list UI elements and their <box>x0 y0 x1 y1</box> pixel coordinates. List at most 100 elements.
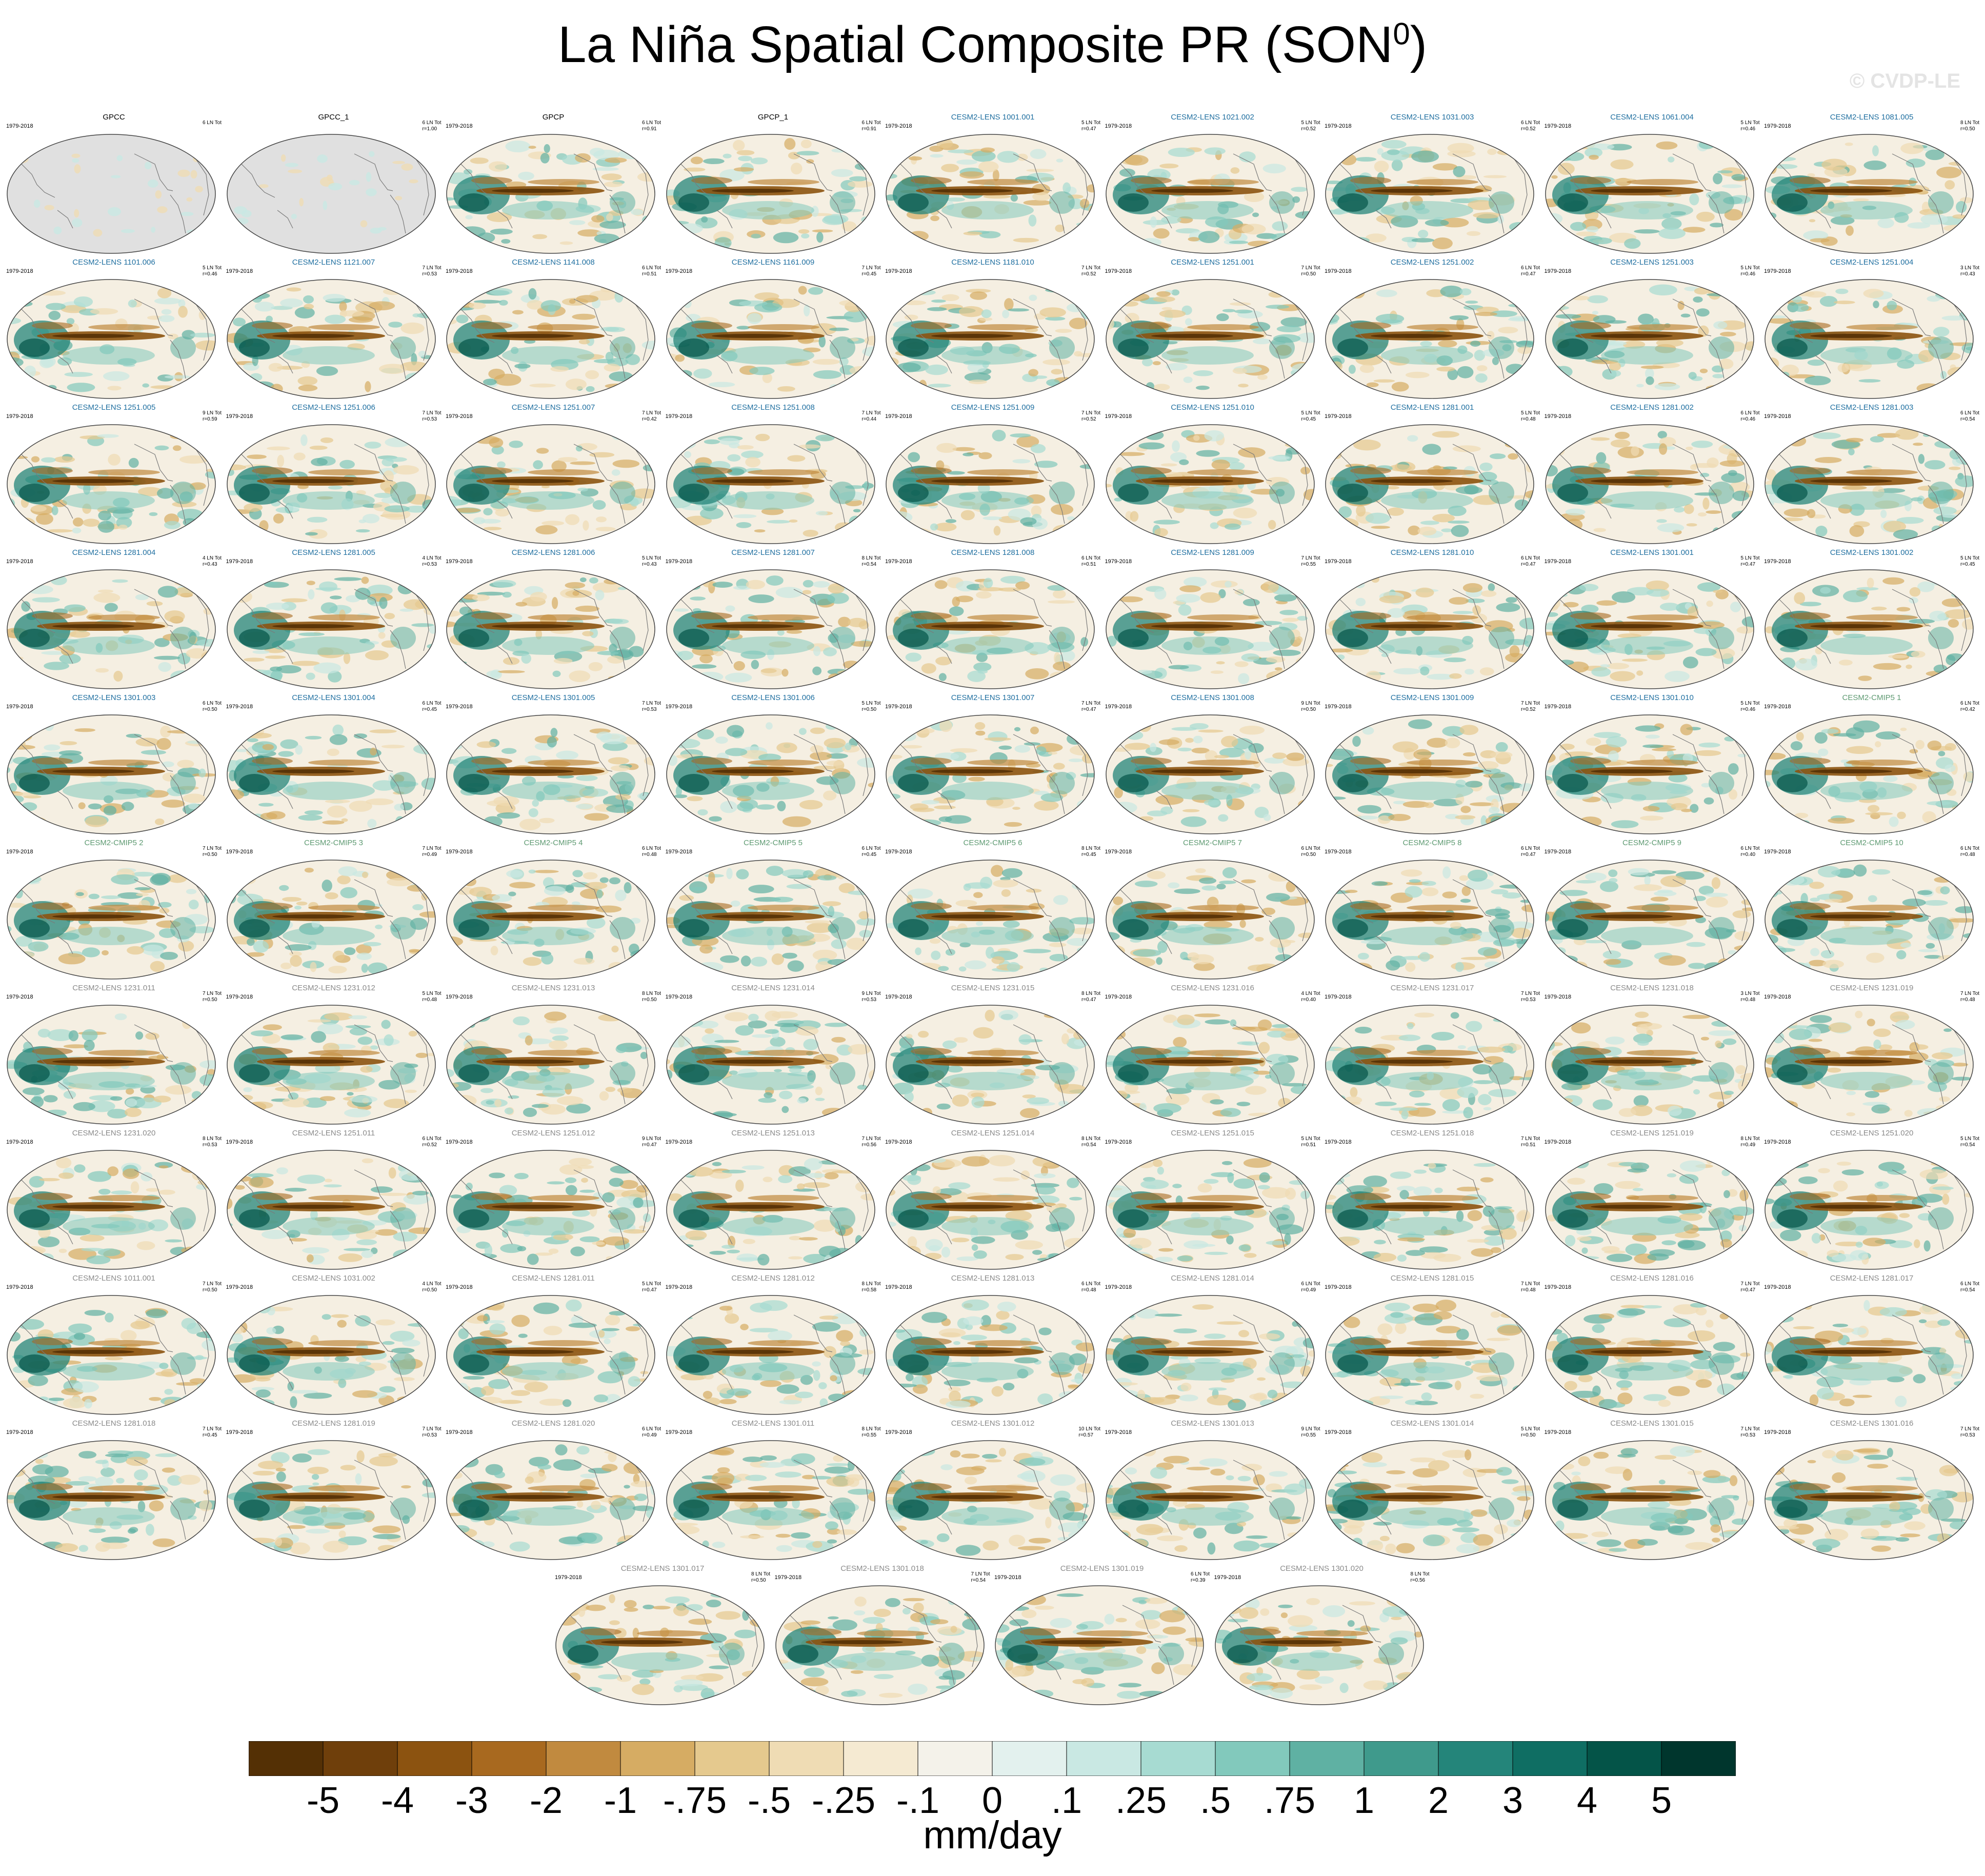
colorbar-swatch <box>992 1741 1067 1776</box>
colorbar-swatch <box>1512 1741 1588 1776</box>
panel-years: 1979-2018 <box>6 1139 33 1145</box>
map-panel: CESM2-LENS 1181.010 1979-2018 7 LN Tot r=0.… <box>885 258 1100 400</box>
panel-title: CESM2-LENS 1021.002 <box>1171 113 1254 122</box>
panel-title: CESM2-LENS 1281.004 <box>72 548 156 557</box>
panel-years: 1979-2018 <box>1544 1139 1572 1145</box>
map-globe <box>226 1150 436 1270</box>
panel-years: 1979-2018 <box>226 1284 253 1290</box>
map-globe <box>7 134 216 254</box>
map-panel: CESM2-LENS 1281.013 1979-2018 6 LN Tot r=0.… <box>885 1274 1100 1416</box>
panel-stats: 7 LN Tot r=0.52 <box>1521 701 1540 713</box>
panel-title: CESM2-LENS 1231.015 <box>951 984 1035 992</box>
map-globe <box>886 279 1095 399</box>
map-panel: CESM2-LENS 1161.009 1979-2018 7 LN Tot r=0.… <box>666 258 881 400</box>
panel-title: CESM2-LENS 1081.005 <box>1830 113 1914 122</box>
panel-correlation: r=0.55 <box>861 1432 877 1438</box>
panel-years: 1979-2018 <box>1325 1139 1352 1145</box>
panel-ln-count: 8 LN Tot <box>861 1426 881 1432</box>
watermark: © CVDP-LE <box>1849 70 1960 92</box>
map-globe <box>226 424 436 544</box>
panel-stats: 7 LN Tot r=0.50 <box>203 846 222 858</box>
panel-title: CESM2-LENS 1281.014 <box>1171 1274 1254 1283</box>
panel-title: CESM2-LENS 1251.001 <box>1171 258 1254 267</box>
panel-ln-count: 6 LN Tot <box>202 701 222 706</box>
map-panel: CESM2-LENS 1301.004 1979-2018 6 LN Tot r=0.… <box>226 693 442 835</box>
map-panel: CESM2-LENS 1251.015 1979-2018 5 LN Tot r=0.… <box>1105 1129 1320 1271</box>
map-panel: CESM2-LENS 1031.002 1979-2018 4 LN Tot r=0.… <box>226 1274 442 1416</box>
panel-correlation: r=0.47 <box>1520 271 1536 277</box>
panel-title: CESM2-LENS 1301.007 <box>951 693 1035 702</box>
map-panel: CESM2-LENS 1281.008 1979-2018 6 LN Tot r=0.… <box>885 548 1100 690</box>
map-panel: CESM2-LENS 1231.016 1979-2018 4 LN Tot r=0.… <box>1105 984 1320 1126</box>
panel-title: CESM2-LENS 1301.009 <box>1390 693 1474 702</box>
panel-years: 1979-2018 <box>1105 704 1132 710</box>
panel-ln-count: 5 LN Tot <box>1960 1136 1979 1142</box>
panel-title: CESM2-CMIP5 9 <box>1622 839 1682 847</box>
panel-years: 1979-2018 <box>446 1139 473 1145</box>
map-panel: CESM2-CMIP5 10 1979-2018 6 LN Tot r=0.48 <box>1764 839 1979 981</box>
panel-title: CESM2-LENS 1251.018 <box>1390 1129 1474 1137</box>
map-panel: CESM2-LENS 1301.015 1979-2018 7 LN Tot r=0.… <box>1545 1419 1760 1561</box>
panel-stats: 8 LN Tot r=0.55 <box>861 1426 880 1439</box>
map-globe <box>666 134 875 254</box>
panel-stats: 8 LN Tot r=0.49 <box>1740 1136 1759 1148</box>
colorbar-tick-label: -5 <box>306 1780 340 1821</box>
panel-correlation: r=0.50 <box>202 997 217 1003</box>
panel-ln-count: 7 LN Tot <box>861 1136 881 1142</box>
panel-ln-count: 5 LN Tot <box>861 701 881 706</box>
panel-stats: 8 LN Tot r=0.50 <box>751 1571 770 1584</box>
map-panel: CESM2-LENS 1281.003 1979-2018 6 LN Tot r=0.… <box>1764 403 1979 545</box>
panel-title: CESM2-LENS 1301.010 <box>1610 693 1694 702</box>
panel-years: 1979-2018 <box>1325 268 1352 274</box>
panel-years: 1979-2018 <box>6 1284 33 1290</box>
panel-ln-count: 5 LN Tot <box>641 1281 661 1287</box>
colorbar-swatch <box>1364 1741 1439 1776</box>
panel-years: 1979-2018 <box>1105 268 1132 274</box>
panel-years: 1979-2018 <box>1105 123 1132 129</box>
panel-ln-count: 7 LN Tot <box>422 265 442 271</box>
panel-title: CESM2-LENS 1011.001 <box>72 1274 155 1283</box>
map-panel: CESM2-LENS 1121.007 1979-2018 7 LN Tot r=0.… <box>226 258 442 400</box>
map-globe <box>886 569 1095 689</box>
panel-title: CESM2-LENS 1281.011 <box>512 1274 595 1283</box>
panel-ln-count: 5 LN Tot <box>1740 120 1760 126</box>
colorbar-tick-label: .25 <box>1115 1780 1167 1821</box>
panel-correlation: r=0.91 <box>641 126 657 132</box>
panel-correlation: r=0.55 <box>1301 1432 1316 1438</box>
panel-years: 1979-2018 <box>446 994 473 1000</box>
panel-stats: 6 LN Tot r=0.54 <box>1960 410 1979 423</box>
panel-years: 1979-2018 <box>885 849 912 855</box>
panel-correlation: r=0.39 <box>1190 1578 1206 1583</box>
panel-years: 1979-2018 <box>665 1284 693 1290</box>
panel-stats: 4 LN Tot r=0.53 <box>422 555 441 568</box>
panel-years: 1979-2018 <box>6 1429 33 1435</box>
map-globe <box>1765 1440 1974 1560</box>
panel-stats: 7 LN Tot r=0.53 <box>1960 1426 1979 1439</box>
panel-correlation: r=0.58 <box>861 1287 877 1293</box>
panel-ln-count: 5 LN Tot <box>1740 555 1760 561</box>
map-panel: CESM2-LENS 1251.020 1979-2018 5 LN Tot r=0.… <box>1764 1129 1979 1271</box>
panel-ln-count: 7 LN Tot <box>1960 1426 1979 1432</box>
panel-stats: 5 LN Tot r=0.46 <box>1740 120 1759 132</box>
panel-title: CESM2-LENS 1281.015 <box>1390 1274 1474 1283</box>
map-panel: CESM2-LENS 1281.017 1979-2018 6 LN Tot r=0.… <box>1764 1274 1979 1416</box>
panel-stats: 5 LN Tot r=0.46 <box>203 265 222 277</box>
panel-years: 1979-2018 <box>1325 123 1352 129</box>
panel-correlation: r=0.56 <box>1410 1578 1426 1583</box>
map-panel: CESM2-LENS 1281.016 1979-2018 7 LN Tot r=0.… <box>1545 1274 1760 1416</box>
panel-title: CESM2-LENS 1281.010 <box>1390 548 1474 557</box>
panel-title: CESM2-LENS 1231.019 <box>1830 984 1914 992</box>
chart-title-text: La Niña Spatial Composite PR (SON <box>557 16 1393 73</box>
colorbar-swatch <box>1140 1741 1216 1776</box>
panel-ln-count: 6 LN Tot <box>1960 1281 1979 1287</box>
colorbar-swatch <box>620 1741 695 1776</box>
panel-title: GPCP <box>542 113 565 122</box>
colorbar-tick-label: 3 <box>1502 1780 1523 1821</box>
panel-correlation: r=0.50 <box>1301 271 1316 277</box>
chart-title: La Niña Spatial Composite PR (SON0) <box>0 15 1985 74</box>
panel-ln-count: 5 LN Tot <box>1520 1426 1540 1432</box>
map-globe <box>1545 714 1754 834</box>
map-globe <box>1325 1440 1534 1560</box>
panel-years: 1979-2018 <box>1544 558 1572 565</box>
panel-title: CESM2-LENS 1251.015 <box>1171 1129 1254 1137</box>
